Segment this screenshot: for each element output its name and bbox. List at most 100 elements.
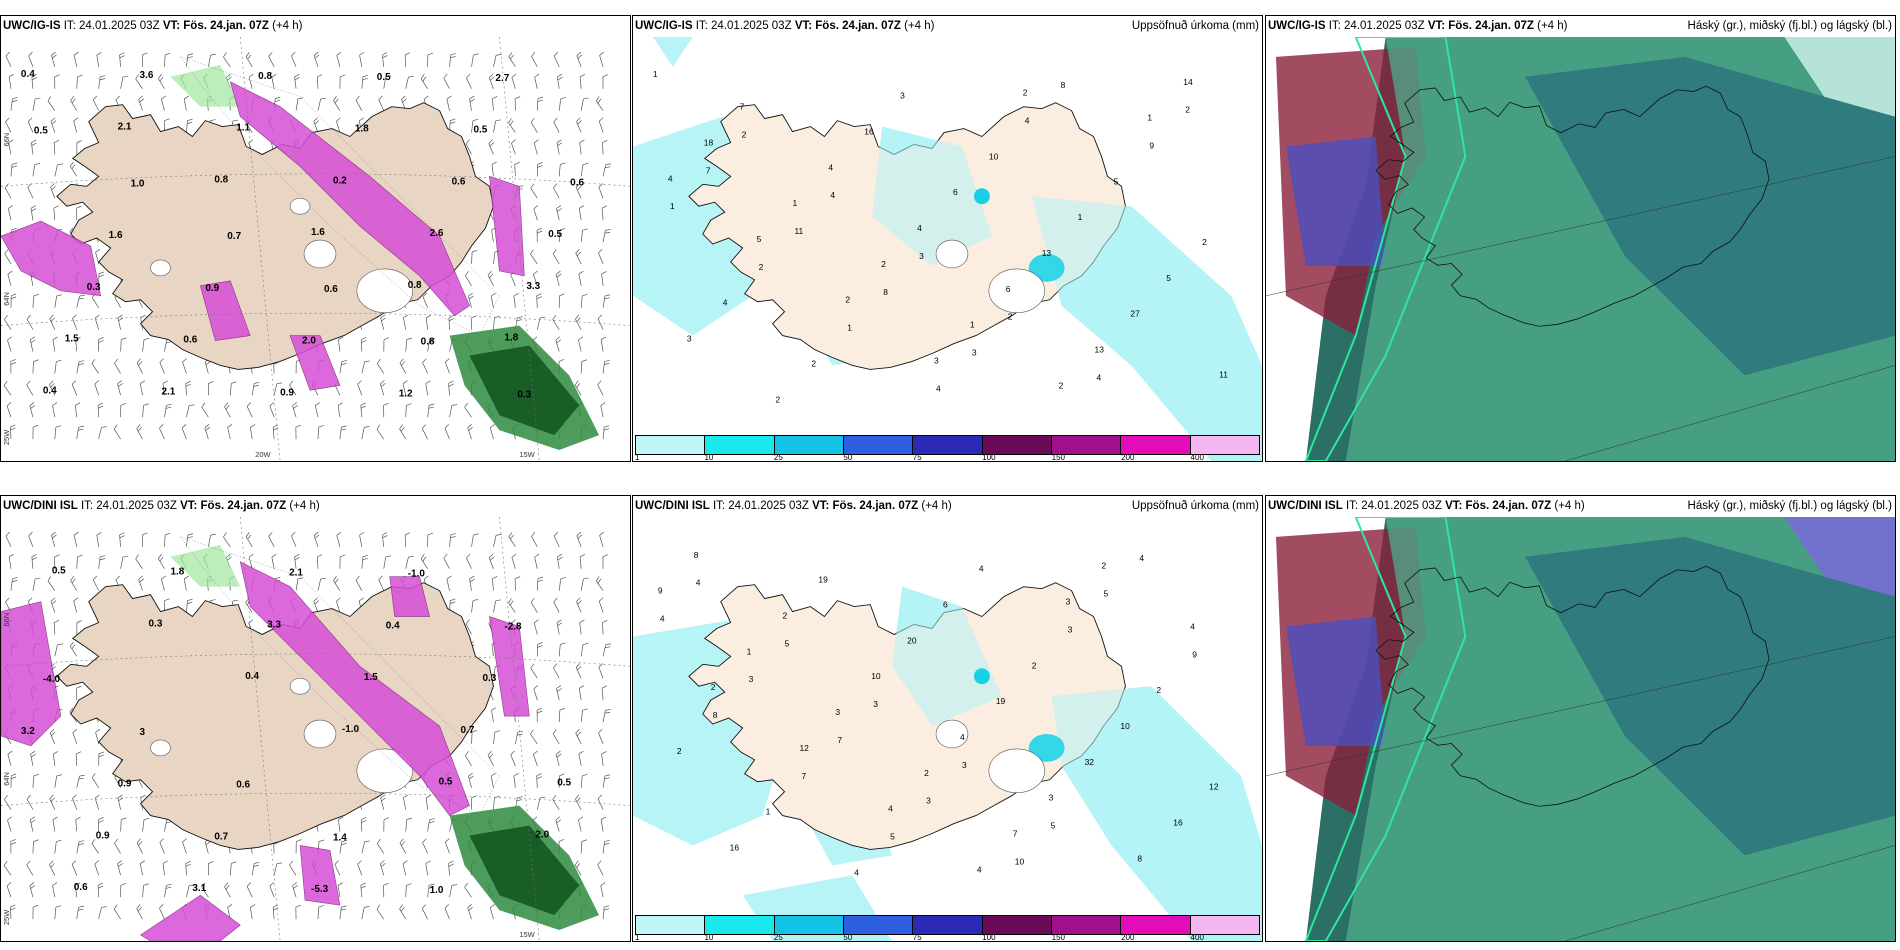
wind-barb bbox=[76, 360, 85, 374]
precip-amount-label: 6 bbox=[953, 187, 958, 197]
panel-header: UWC/IG-IS IT: 24.01.2025 03Z VT: Fös. 24… bbox=[1, 16, 630, 37]
map-canvas[interactable]: 66N 64N 25W 20W 15W 0.4 2.1 0.8 1.6 0.8 1.8 0.4 3.6 1… bbox=[1, 37, 630, 461]
temperature-label: 0.5 bbox=[52, 566, 66, 577]
wind-barb bbox=[597, 380, 604, 396]
wind-barb bbox=[555, 750, 562, 766]
wind-barb bbox=[471, 729, 478, 744]
map-canvas[interactable]: 1243242711838912144524231015321661327117… bbox=[633, 37, 1262, 461]
colorbar-tick-label: 50 bbox=[843, 933, 853, 942]
wind-barb bbox=[292, 882, 298, 898]
wind-barb bbox=[26, 794, 34, 810]
wind-barb bbox=[339, 425, 347, 440]
wind-barb bbox=[251, 861, 260, 876]
wind-barb bbox=[314, 402, 320, 418]
wind-barb bbox=[10, 97, 18, 111]
wind-barb bbox=[601, 205, 607, 221]
map-canvas[interactable]: 4533544373105987543221462101216192019321… bbox=[633, 517, 1262, 941]
wind-barb bbox=[8, 553, 14, 569]
precip-amount-label: 1 bbox=[670, 201, 675, 211]
wind-barb bbox=[26, 314, 34, 330]
wind-barb bbox=[580, 773, 588, 788]
precip-light-green-area bbox=[170, 544, 241, 587]
temperature-label: 2.0 bbox=[302, 336, 316, 347]
wind-barb bbox=[492, 576, 498, 591]
wind-barb bbox=[207, 533, 216, 547]
wind-barb bbox=[98, 271, 105, 286]
wind-barb bbox=[576, 531, 583, 547]
map-canvas[interactable]: 66N 64N 25W 15W 0.5 0.3 0.4 -1.0 0.5 2.0 0.6 1.8 3.3… bbox=[1, 517, 630, 941]
wind-barb bbox=[142, 403, 149, 418]
corner-cloud-area bbox=[1784, 517, 1895, 597]
graticule bbox=[1, 517, 630, 941]
wind-barb bbox=[425, 380, 431, 396]
wind-barb bbox=[7, 270, 13, 286]
wind-barb bbox=[139, 860, 145, 876]
map-area[interactable]: 4 5 3 3 5 4 4 3 7 3 10 5 9 8 7 5 4 3 2 2 1 4 6 2 10 12 16 19 20 19 32 1… bbox=[633, 517, 1262, 941]
wind-barb bbox=[530, 117, 538, 133]
wind-barb bbox=[76, 140, 83, 155]
precip-amount-label: 2 bbox=[845, 295, 850, 305]
precip-amount-label: 4 bbox=[830, 190, 835, 200]
wind-barb bbox=[141, 532, 148, 547]
wind-barb bbox=[379, 860, 386, 876]
temperature-label: 1.8 bbox=[170, 567, 184, 578]
boundary-line bbox=[1266, 156, 1895, 297]
precip-field-over-land bbox=[892, 586, 1002, 727]
wind-barb bbox=[490, 292, 496, 308]
wind-barb bbox=[76, 294, 85, 308]
wind-barb bbox=[425, 314, 432, 330]
wind-barb bbox=[510, 750, 516, 766]
wind-barb bbox=[32, 904, 39, 920]
wind-barb bbox=[181, 424, 187, 440]
temperature-label: 2.1 bbox=[289, 568, 303, 579]
wind-barb bbox=[600, 816, 607, 832]
wind-barb bbox=[159, 424, 165, 440]
wind-barb bbox=[313, 117, 319, 133]
map-canvas[interactable] bbox=[1266, 37, 1895, 461]
precip-field-over-land bbox=[872, 126, 992, 266]
wind-barb bbox=[10, 577, 18, 591]
map-area[interactable] bbox=[1266, 37, 1895, 461]
wind-barb bbox=[142, 883, 149, 898]
precip-amount-label: 4 bbox=[696, 578, 701, 588]
map-area[interactable]: 66N 64N 25W 20W 15W 0.4 2.1 0.8 1.6 0.8 1.8 0.4 3.6 1… bbox=[1, 37, 630, 461]
precip-amount-label: 16 bbox=[864, 127, 874, 137]
wind-barb bbox=[32, 359, 39, 374]
wind-barb bbox=[251, 381, 260, 396]
glacier bbox=[289, 677, 311, 695]
wind-barb bbox=[249, 904, 256, 920]
wind-barb bbox=[98, 906, 107, 920]
wind-barb bbox=[120, 403, 126, 418]
temperature-magenta-area bbox=[389, 576, 431, 617]
longitude-line bbox=[239, 37, 281, 461]
precip-amount-label: 8 bbox=[694, 550, 699, 560]
temperature-label: 0.6 bbox=[570, 177, 584, 188]
wind-barb bbox=[53, 205, 59, 221]
heavy-precip-core bbox=[973, 668, 990, 685]
precip-amount-label: 2 bbox=[776, 394, 781, 404]
wind-barb bbox=[555, 270, 562, 286]
wind-barb bbox=[96, 532, 102, 547]
map-area[interactable]: 1 2 4 3 2 4 2 7 11 8 3 8 9 1 2 1 4 4 5 2 4 2 3 10 1 5 3 2 16 6 13 27 11 7… bbox=[633, 37, 1262, 461]
precip-amount-label: 2 bbox=[1032, 660, 1037, 670]
wind-barb bbox=[493, 119, 502, 133]
wind-barb bbox=[229, 381, 237, 396]
panel-header: UWC/DINI ISL IT: 24.01.2025 03Z VT: Fös.… bbox=[1, 496, 630, 517]
wind-barb bbox=[76, 205, 82, 221]
wind-barb bbox=[333, 96, 341, 111]
wind-barb bbox=[420, 74, 428, 89]
wind-barb bbox=[534, 73, 540, 89]
wind-barb bbox=[533, 619, 539, 635]
map-area[interactable] bbox=[1266, 517, 1895, 941]
map-canvas[interactable] bbox=[1266, 517, 1895, 941]
map-area[interactable]: 66N 64N 25W 15W 0.5 0.3 0.4 -1.0 0.5 2.0 0.6 1.8 3.3… bbox=[1, 517, 630, 941]
wind-barb bbox=[31, 139, 37, 155]
wind-barb bbox=[597, 314, 604, 330]
wind-barb bbox=[246, 402, 253, 418]
precip-amount-label: 18 bbox=[704, 137, 714, 147]
precip-amount-label: 3 bbox=[687, 334, 692, 344]
wind-barb bbox=[601, 685, 607, 701]
wind-barb bbox=[141, 52, 148, 67]
wind-barb bbox=[555, 816, 562, 832]
wind-barb bbox=[576, 597, 582, 613]
